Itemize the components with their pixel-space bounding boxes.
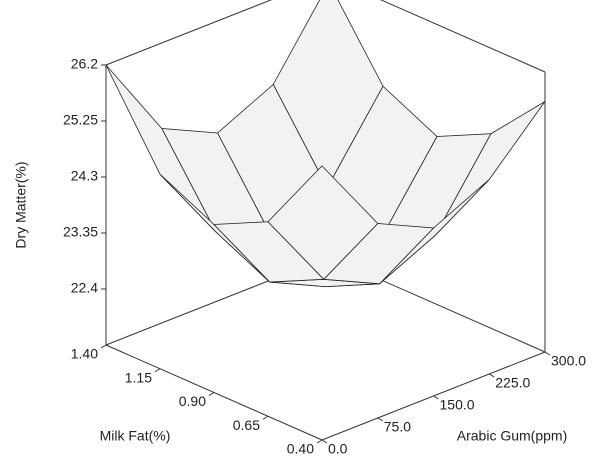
z-axis-title: Dry Matter(%) (13, 161, 29, 248)
y-tick (544, 351, 551, 356)
z-tick-label: 24.3 (71, 168, 98, 184)
y-axis-title: Arabic Gum(ppm) (457, 428, 567, 444)
y-tick (377, 417, 384, 422)
x-tick-label: 0.90 (179, 393, 206, 409)
x-tick (208, 392, 215, 396)
z-tick-label: 22.4 (71, 280, 98, 296)
y-tick-label: 300.0 (551, 353, 586, 369)
x-tick (100, 344, 107, 349)
x-tick-label: 1.15 (125, 369, 152, 385)
y-tick (433, 395, 439, 400)
y-tick-label: 225.0 (495, 375, 530, 391)
x-tick-label: 0.40 (287, 441, 314, 457)
y-tick-label: 0.0 (328, 441, 348, 457)
x-tick (262, 415, 269, 420)
x-tick-label: 0.65 (233, 417, 260, 433)
x-tick (316, 439, 323, 444)
x-axis-title: Milk Fat(%) (100, 428, 171, 444)
box-edge (380, 0, 546, 73)
y-tick-label: 75.0 (384, 419, 411, 435)
y-tick (488, 373, 495, 378)
x-tick (154, 368, 161, 373)
box-edge (105, 0, 273, 66)
z-tick-label: 23.35 (63, 224, 98, 240)
surface-patch (267, 165, 379, 280)
y-tick-label: 150.0 (440, 397, 475, 413)
x-tick-label: 1.40 (71, 346, 98, 362)
z-tick-label: 25.25 (63, 112, 98, 128)
z-tick-label: 26.2 (71, 56, 98, 72)
y-tick (321, 439, 328, 444)
